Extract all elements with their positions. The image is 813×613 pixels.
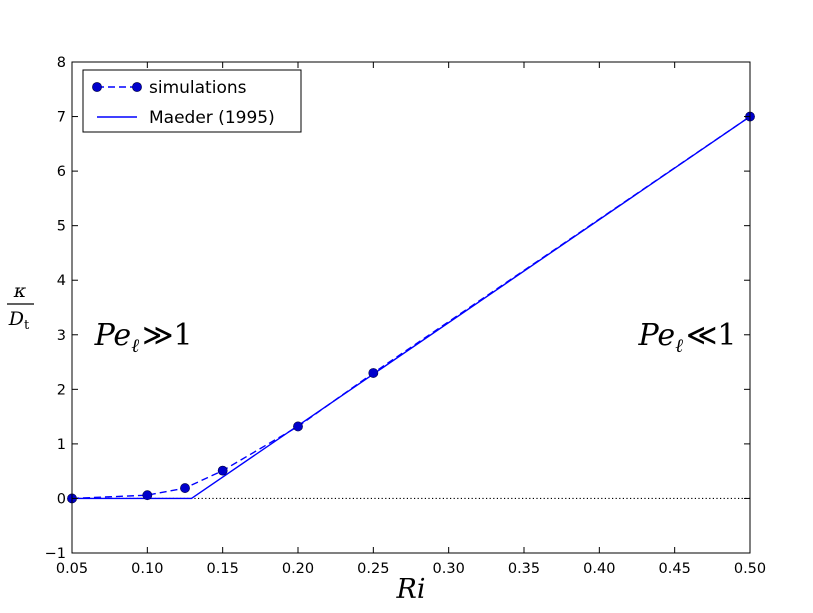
axis-ticks-layer: 0.05 0.10 0.15 0.20 0.25 0.30 0.35 0.40 0.45 0.50…: [45, 55, 767, 577]
plot-frame: [71, 61, 751, 554]
y-tick-label-9: 8: [57, 55, 66, 71]
legend-marker-0-a: [92, 82, 102, 92]
x-axis-label: Ri: [396, 574, 426, 605]
x-tick-label-0: 0.05: [56, 561, 88, 577]
y-tick-label-3: 2: [57, 382, 66, 398]
annotation-0-sub: ℓ: [131, 335, 139, 357]
x-tick-label-8: 0.45: [659, 561, 691, 577]
x-tick-label-9: 0.50: [734, 561, 766, 577]
annotation-1-main: Pe: [638, 318, 676, 353]
y-axis-label-numerator: κ: [13, 280, 27, 302]
y-axis-label-denominator: Dt: [8, 308, 30, 333]
x-tick-label-2: 0.15: [207, 561, 239, 577]
y-tick-label-7: 6: [57, 164, 66, 180]
annotation-0-relation: ≫1: [142, 318, 193, 353]
annotation-1: Peℓ ≪1: [638, 318, 737, 357]
annotation-1-sub: ℓ: [675, 335, 683, 357]
series-0-point-5: [368, 368, 379, 378]
x-tick-label-1: 0.10: [131, 561, 163, 577]
series-line-0: [72, 115, 750, 500]
legend-box: [82, 69, 302, 133]
y-tick-label-1: 0: [57, 491, 66, 507]
plot-data-layer: [67, 111, 755, 504]
y-tick-label-8: 7: [57, 110, 66, 126]
y-tick-label-0: −1: [45, 546, 66, 562]
legend-label-0: simulations: [149, 78, 247, 98]
y-tick-label-4: 3: [57, 328, 66, 344]
axis-labels-layer: Ri κ Dt: [7, 280, 425, 605]
annotation-0: Peℓ ≫1: [94, 318, 193, 357]
legend-label-1: Maeder (1995): [149, 108, 275, 128]
x-tick-label-5: 0.30: [433, 561, 465, 577]
plot-area: [72, 115, 750, 500]
series-0-point-2: [180, 483, 190, 493]
series-0-point-3: [217, 465, 228, 476]
x-tick-label-3: 0.20: [282, 561, 314, 577]
legend-marker-0-b: [132, 82, 142, 92]
legend: simulations Maeder (1995): [82, 69, 302, 133]
y-tick-label-5: 4: [57, 273, 66, 289]
x-tick-label-4: 0.25: [357, 561, 389, 577]
y-axis-label-denominator-main: D: [8, 308, 24, 330]
y-tick-label-2: 1: [57, 437, 66, 453]
series-0-point-4: [293, 421, 303, 432]
y-axis-label-denominator-sub: t: [24, 318, 30, 333]
annotation-0-main: Pe: [94, 318, 132, 353]
series-0-point-1: [142, 490, 153, 501]
series-line-1: [72, 115, 750, 500]
x-tick-label-6: 0.35: [508, 561, 540, 577]
x-tick-label-7: 0.40: [583, 561, 615, 577]
annotations-layer: Peℓ ≫1 Peℓ ≪1: [94, 318, 737, 357]
y-tick-label-6: 5: [57, 219, 66, 235]
annotation-1-relation: ≪1: [686, 318, 737, 353]
